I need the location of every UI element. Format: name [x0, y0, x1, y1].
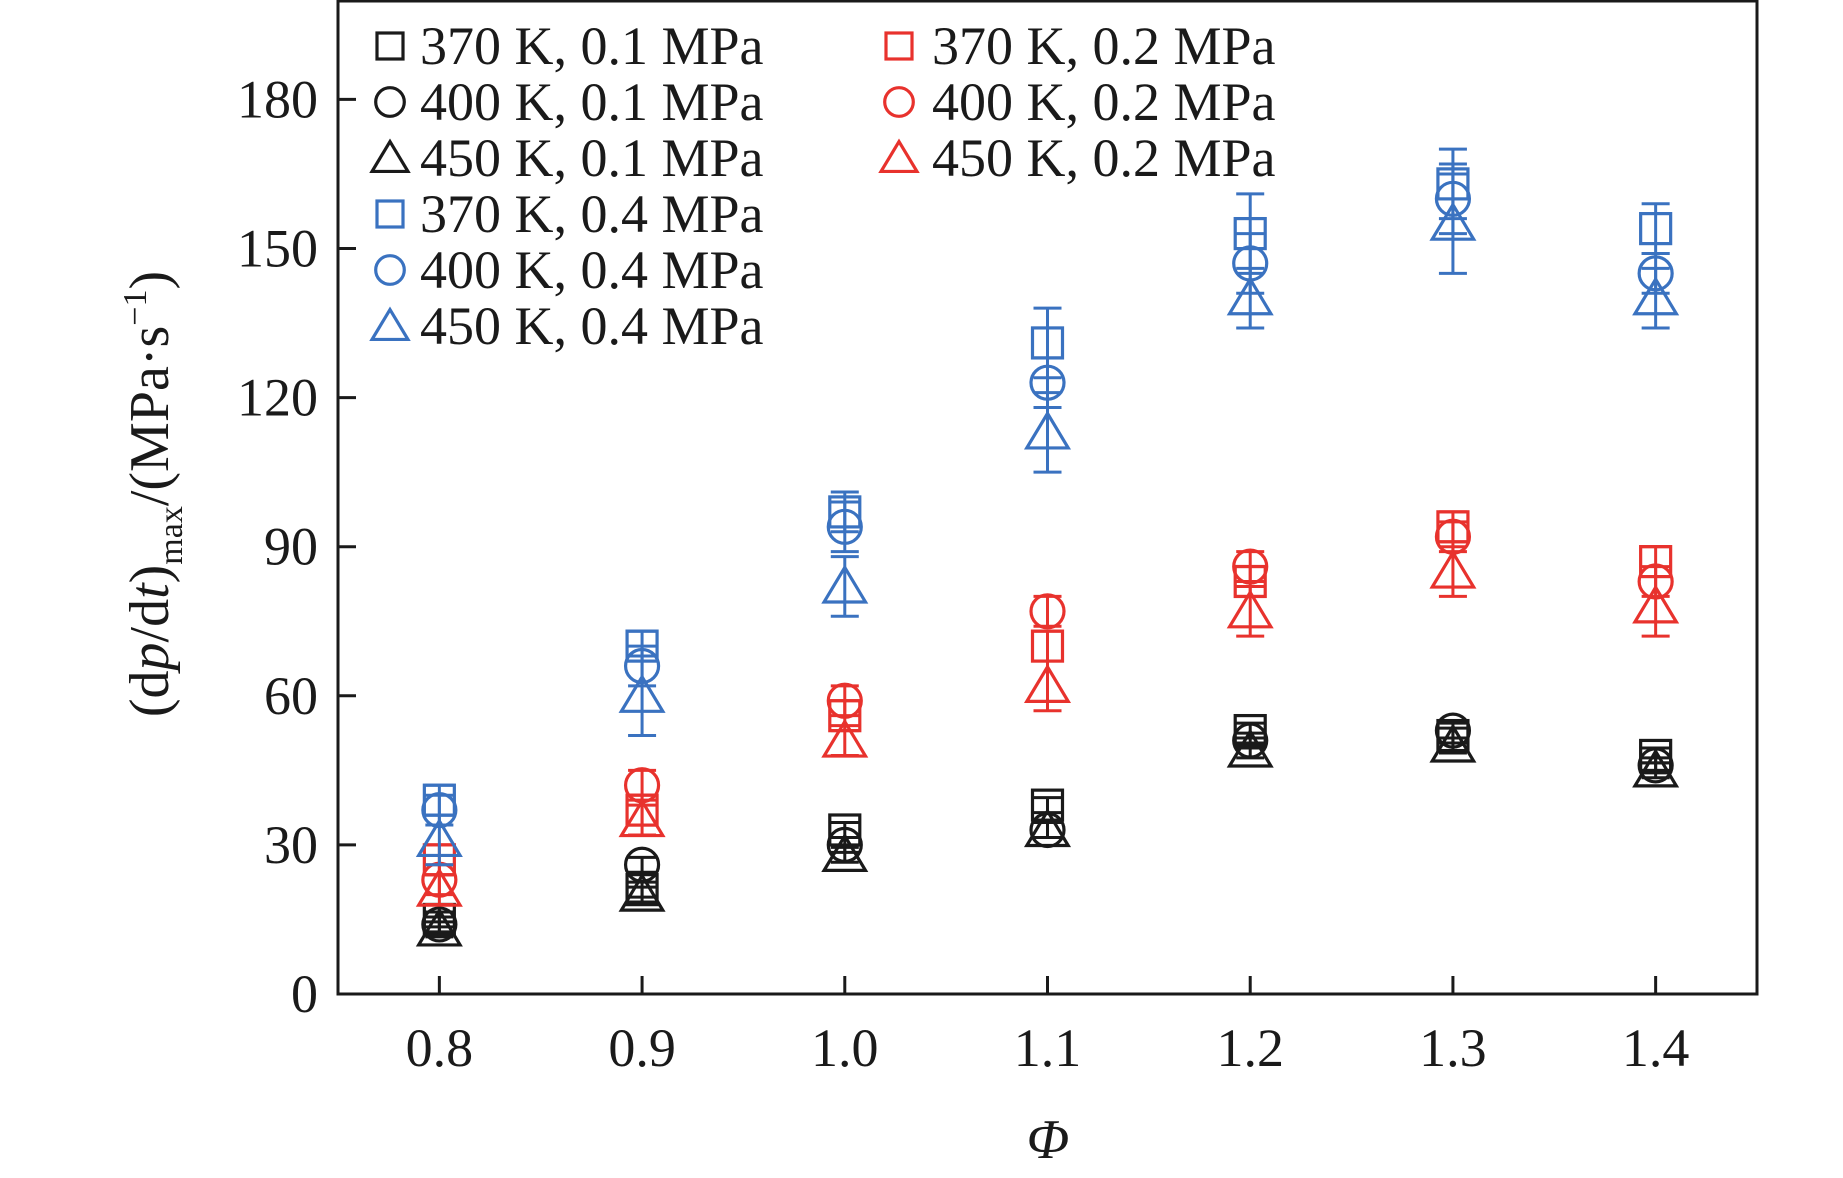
- x-tick-label: 0.8: [406, 1018, 474, 1078]
- data-point: [1232, 548, 1269, 585]
- data-point: [1226, 276, 1274, 316]
- data-point: [1639, 212, 1673, 246]
- data-point: [826, 682, 863, 719]
- legend-marker: [883, 86, 915, 118]
- legend-label: 400 K, 0.4 MPa: [420, 240, 764, 300]
- legend-label: 450 K, 0.2 MPa: [932, 128, 1276, 188]
- series-group: [415, 545, 1680, 907]
- legend-label: 450 K, 0.1 MPa: [420, 128, 764, 188]
- y-tick-label: 60: [264, 666, 318, 726]
- legend-marker: [369, 138, 411, 174]
- data-point: [1029, 593, 1066, 630]
- legend-marker: [878, 138, 920, 174]
- legend-marker: [374, 254, 406, 286]
- data-point: [415, 867, 463, 907]
- legend-label: 400 K, 0.1 MPa: [420, 72, 764, 132]
- x-tick-label: 0.9: [608, 1018, 676, 1078]
- data-marks: [415, 147, 1680, 947]
- legend-label: 370 K, 0.1 MPa: [420, 16, 764, 76]
- data-point: [1023, 410, 1072, 450]
- legend-label: 370 K, 0.4 MPa: [420, 184, 764, 244]
- x-tick-label: 1.0: [811, 1018, 879, 1078]
- series-group: [415, 172, 1680, 867]
- data-point: [1632, 584, 1680, 624]
- series-group: [415, 723, 1680, 947]
- data-point: [415, 817, 463, 858]
- data-point: [1023, 807, 1072, 848]
- data-point: [623, 846, 661, 883]
- y-tick-label: 120: [237, 368, 318, 428]
- legend-marker: [375, 31, 405, 61]
- data-point: [1226, 728, 1274, 768]
- axis-ticks: 0.8 0.9 1.0 1.1 1.2 1.3 1.4 0 30 60 90 120 150 180: [237, 69, 1689, 1078]
- series-group: [421, 518, 1674, 898]
- data-point: [415, 907, 463, 947]
- data-point: [1030, 788, 1065, 822]
- y-tick-label: 30: [264, 815, 318, 875]
- data-point: [1226, 589, 1274, 629]
- data-point: [618, 797, 666, 838]
- y-tick-label: 150: [237, 219, 318, 279]
- x-tick-label: 1.4: [1622, 1018, 1690, 1078]
- legend-label: 450 K, 0.4 MPa: [420, 296, 764, 356]
- x-axis-title: Φ: [1027, 1109, 1070, 1171]
- x-tick-label: 1.2: [1216, 1018, 1284, 1078]
- data-point: [826, 508, 863, 545]
- data-point: [1429, 549, 1477, 589]
- data-point: [821, 832, 869, 872]
- data-point: [821, 564, 869, 604]
- data-point: [1429, 201, 1477, 241]
- y-tick-label: 0: [291, 964, 318, 1024]
- legend-label: 400 K, 0.2 MPa: [932, 72, 1276, 132]
- legend-marker: [374, 86, 406, 118]
- data-point: [1429, 723, 1477, 763]
- data-point: [1023, 663, 1072, 703]
- legend-marker: [375, 199, 405, 229]
- y-tick-label: 180: [237, 69, 318, 129]
- x-tick-label: 1.3: [1419, 1018, 1487, 1078]
- data-point: [618, 673, 666, 713]
- legend-label: 370 K, 0.2 MPa: [932, 16, 1276, 76]
- data-point: [821, 718, 869, 758]
- data-point: [1632, 748, 1680, 788]
- legend-marker: [884, 31, 914, 61]
- y-tick-label: 90: [264, 517, 318, 577]
- legend-marker: [369, 306, 411, 342]
- data-point: [618, 872, 666, 912]
- data-point: [1632, 276, 1680, 316]
- y-axis-title: (dp/dt)max/(MPa·s−1): [117, 271, 190, 717]
- x-tick-label: 1.1: [1014, 1018, 1082, 1078]
